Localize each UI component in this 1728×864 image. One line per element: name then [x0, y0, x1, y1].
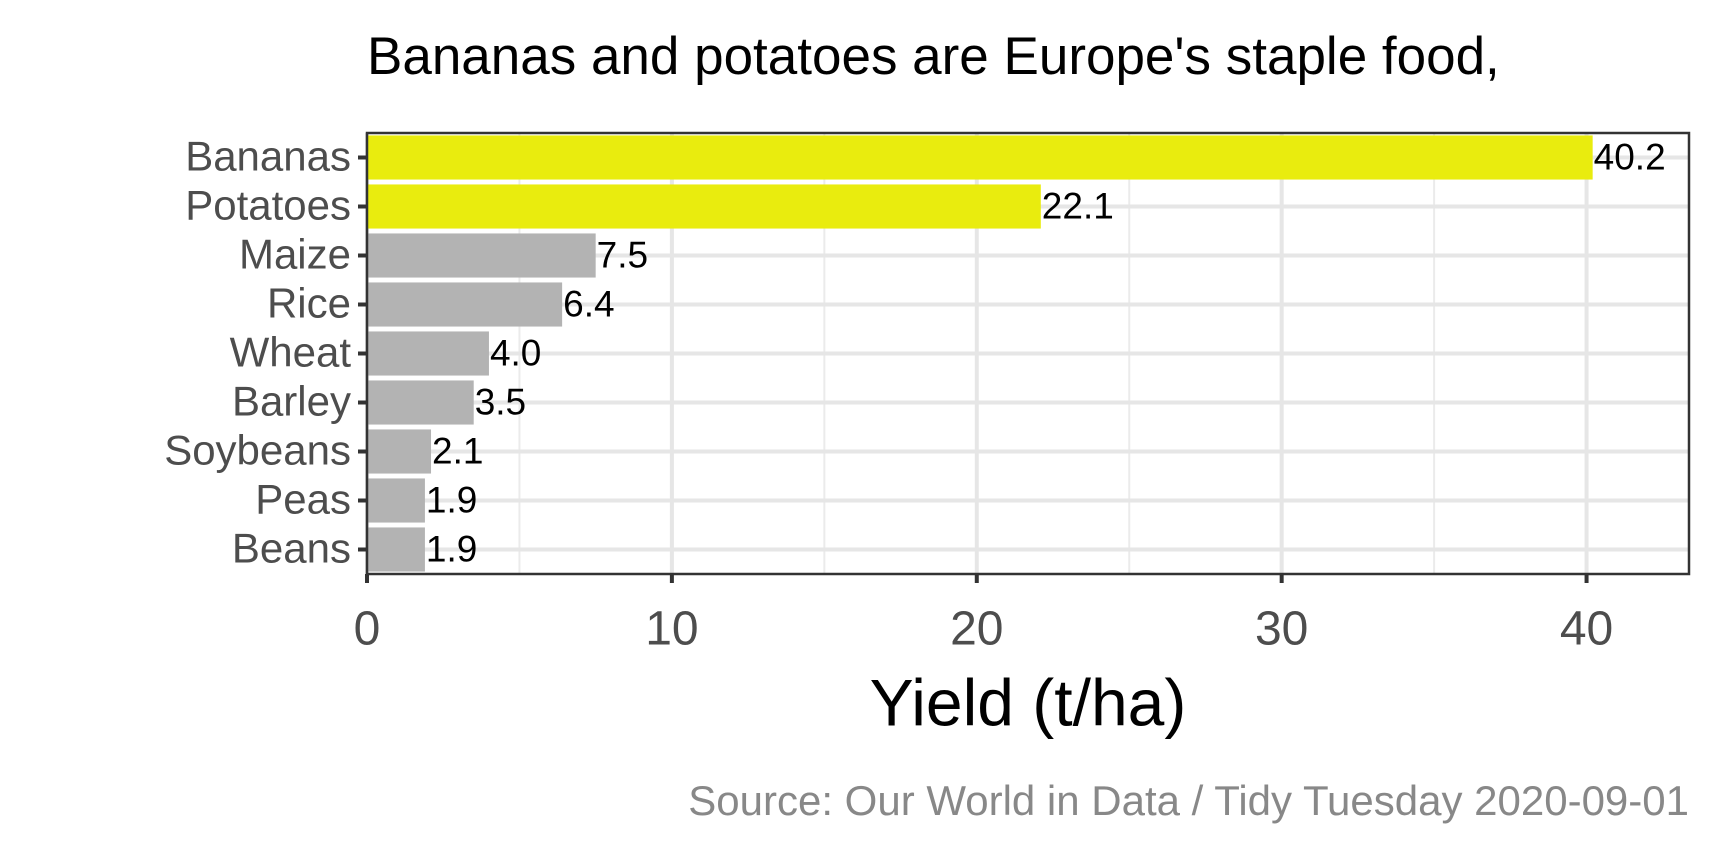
x-tick-label: 0 [354, 603, 381, 656]
bar [367, 282, 563, 327]
bar [367, 331, 489, 376]
y-tick-label: Maize [239, 231, 351, 278]
y-tick-label: Soybeans [164, 427, 351, 474]
chart-title: Bananas and potatoes are Europe's staple… [367, 27, 1500, 86]
value-label: 7.5 [597, 234, 648, 275]
x-tick-label: 40 [1560, 603, 1613, 656]
bar [367, 478, 425, 523]
y-tick-label: Beans [232, 525, 351, 572]
bar [367, 233, 596, 278]
bar [367, 527, 425, 572]
y-tick-label: Peas [255, 476, 351, 523]
y-tick-label: Barley [232, 378, 351, 425]
bar [367, 380, 474, 425]
value-label: 4.0 [490, 332, 541, 373]
value-label: 1.9 [426, 528, 477, 569]
x-axis-title: Yield (t/ha) [870, 665, 1187, 739]
bar [367, 135, 1593, 180]
value-label: 3.5 [475, 381, 526, 422]
y-tick-label: Bananas [185, 133, 351, 180]
y-tick-label: Wheat [230, 329, 352, 376]
y-tick-label: Rice [267, 280, 351, 327]
y-tick-label: Potatoes [185, 182, 351, 229]
value-label: 6.4 [563, 283, 614, 324]
value-label: 2.1 [432, 430, 483, 471]
value-label: 1.9 [426, 479, 477, 520]
panel-border [365, 131, 1691, 576]
value-label: 22.1 [1042, 185, 1114, 226]
value-label: 40.2 [1594, 136, 1666, 177]
bar [367, 429, 432, 474]
x-tick-label: 30 [1255, 603, 1308, 656]
bar [367, 184, 1041, 229]
x-tick-label: 10 [645, 603, 698, 656]
caption: Source: Our World in Data / Tidy Tuesday… [688, 777, 1689, 824]
x-tick-label: 20 [950, 603, 1003, 656]
